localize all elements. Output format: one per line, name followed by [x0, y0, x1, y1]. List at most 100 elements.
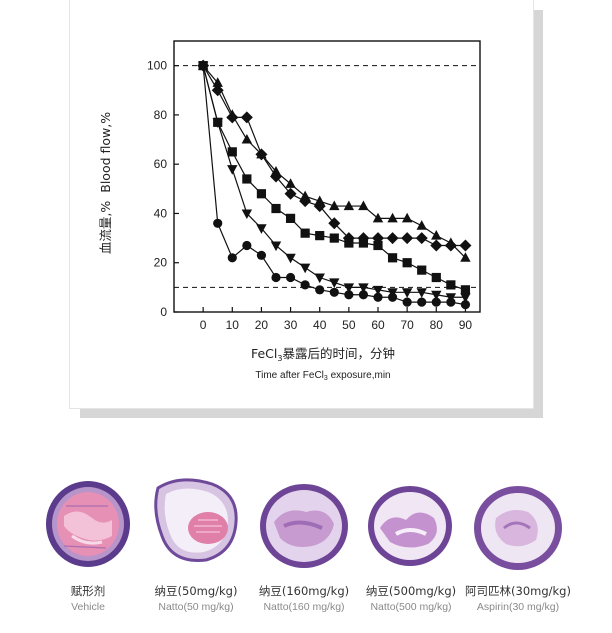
- data-point-square: [271, 203, 281, 214]
- series-circle: [198, 61, 471, 310]
- data-point-triangle-down: [329, 278, 340, 289]
- series-diamond: [197, 59, 472, 252]
- caption-en: Vehicle: [71, 601, 105, 613]
- x-axis-label-en: Time after FeCl3 exposure,min: [255, 370, 390, 382]
- data-point-triangle-down: [256, 224, 267, 234]
- sample-caption-natto-500: 纳豆(500mg/kg) Natto(500 mg/kg): [351, 583, 471, 615]
- x-tick-label: 20: [255, 318, 269, 332]
- data-point-triangle-up: [343, 200, 355, 211]
- data-point-circle: [242, 240, 252, 251]
- y-tick-label: 80: [154, 108, 168, 122]
- data-point-triangle-down: [372, 285, 384, 296]
- data-point-square: [213, 117, 223, 127]
- series-square: [198, 61, 471, 295]
- x-tick-label: 90: [459, 318, 473, 332]
- data-point-circle: [213, 218, 223, 228]
- caption-cn: 纳豆(160mg/kg): [258, 584, 350, 598]
- data-point-triangle-up: [299, 190, 311, 201]
- data-point-diamond: [401, 232, 414, 245]
- blood-flow-chart: 0 20 40 60 80 100 0 10 20 30 40 50 60 70 80 90 血流量,% Blo…: [98, 40, 481, 382]
- data-point-circle: [358, 290, 369, 300]
- data-point-square: [387, 253, 398, 263]
- data-point-square: [460, 285, 471, 295]
- data-point-diamond: [211, 84, 224, 97]
- data-point-circle: [431, 297, 441, 307]
- data-point-square: [402, 258, 412, 268]
- data-point-circle: [402, 297, 412, 307]
- data-point-triangle-down: [299, 263, 311, 274]
- x-tick-label: 50: [342, 318, 356, 332]
- data-point-triangle-down: [285, 253, 296, 264]
- caption-cn: 赋形剂: [70, 584, 106, 598]
- natto-160-section-image: [260, 484, 348, 568]
- x-tick-label: 10: [226, 318, 240, 332]
- data-point-triangle-down: [227, 165, 238, 175]
- data-point-triangle-down: [241, 209, 253, 220]
- data-point-circle: [417, 297, 427, 307]
- data-point-square: [446, 280, 456, 290]
- data-point-triangle-up: [358, 200, 369, 211]
- axis-labels: 血流量,% Blood flow,% FeCl3暴露后的时间，分钟 Time af…: [98, 112, 395, 382]
- data-point-diamond: [386, 232, 399, 245]
- y-axis-label-en: Blood flow,%: [98, 112, 113, 193]
- chart-card: 0 20 40 60 80 100 0 10 20 30 40 50 60 70 80 90 血流量,% Blo…: [70, 0, 533, 408]
- data-point-triangle-up: [329, 200, 340, 211]
- caption-en: Natto(160 mg/kg): [263, 601, 345, 613]
- x-tick-label: 0: [200, 318, 207, 332]
- data-point-triangle-down: [358, 283, 369, 293]
- data-point-square: [431, 272, 441, 283]
- data-point-diamond: [284, 187, 297, 200]
- data-point-triangle-up: [460, 252, 471, 262]
- data-point-circle: [285, 272, 296, 283]
- caption-en: Aspirin(30 mg/kg): [476, 601, 560, 613]
- data-point-triangle-up: [445, 237, 457, 248]
- y-tick-label: 20: [154, 256, 168, 270]
- data-point-triangle-down: [314, 273, 325, 284]
- data-point-diamond: [240, 111, 253, 124]
- series-triangle-down: [197, 61, 471, 303]
- data-point-square: [256, 189, 267, 199]
- data-point-triangle-down: [387, 288, 398, 298]
- x-tick-label: 60: [371, 318, 385, 332]
- data-point-square: [417, 265, 427, 275]
- data-point-circle: [271, 272, 281, 283]
- data-point-triangle-up: [387, 212, 398, 223]
- caption-en: Natto(500 mg/kg): [370, 601, 452, 613]
- data-point-square: [373, 240, 383, 251]
- data-point-circle: [300, 280, 310, 290]
- x-axis-label-cn: FeCl3暴露后的时间，分钟: [251, 346, 395, 363]
- data-point-circle: [329, 287, 339, 297]
- data-point-square: [285, 213, 296, 223]
- data-point-circle: [373, 292, 383, 302]
- natto-500-section-image: [368, 486, 452, 566]
- data-point-triangle-down: [270, 241, 282, 252]
- y-axis-label-cn: 血流量,%: [98, 201, 113, 254]
- caption-cn: 阿司匹林(30mg/kg): [465, 584, 571, 598]
- data-point-triangle-up: [416, 220, 427, 230]
- x-tick-label: 80: [430, 318, 444, 332]
- data-point-diamond: [372, 232, 384, 245]
- data-point-triangle-down: [445, 293, 457, 303]
- data-point-triangle-up: [270, 165, 282, 176]
- data-point-square: [227, 147, 237, 157]
- caption-en: Natto(50 mg/kg): [158, 601, 234, 613]
- data-point-triangle-down: [401, 288, 413, 298]
- data-point-square: [315, 231, 325, 241]
- vehicle-section-image: [46, 481, 130, 567]
- plot-frame: [173, 40, 481, 313]
- data-point-triangle-up: [197, 60, 209, 70]
- data-point-triangle-down: [460, 293, 471, 303]
- series-triangle-up: [197, 60, 471, 262]
- data-point-triangle-up: [431, 230, 442, 240]
- data-point-triangle-down: [431, 290, 442, 301]
- caption-cn: 纳豆(500mg/kg): [365, 584, 457, 598]
- y-tick-label: 40: [154, 206, 168, 220]
- data-point-triangle-up: [401, 212, 413, 223]
- data-point-triangle-down: [343, 283, 355, 293]
- data-point-triangle-up: [372, 212, 384, 223]
- x-tick-label: 30: [284, 318, 298, 332]
- data-point-circle: [460, 300, 471, 310]
- series-layer: [197, 59, 472, 310]
- data-point-diamond: [459, 239, 472, 252]
- data-point-triangle-up: [285, 178, 296, 188]
